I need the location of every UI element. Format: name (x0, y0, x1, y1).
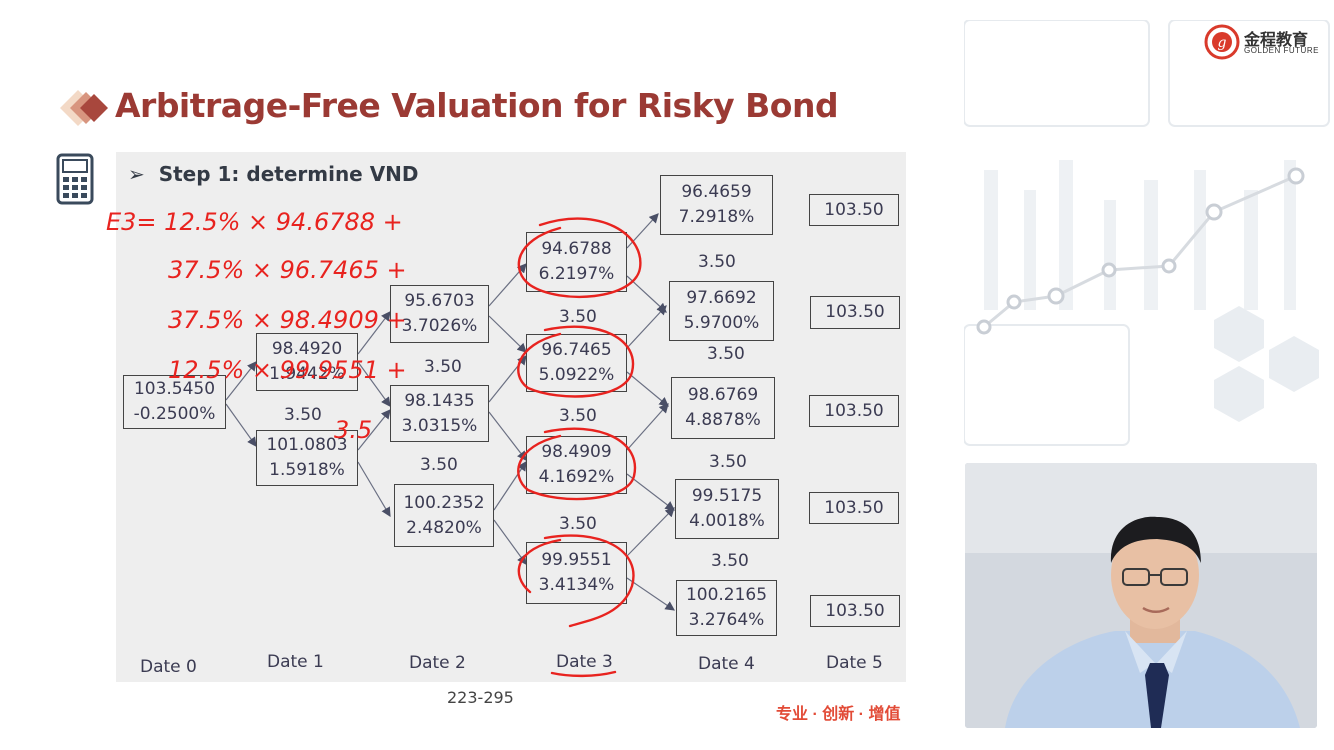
tree-node-d4-4: 100.2165 3.2764% (676, 580, 777, 636)
tree-node-d5-1: 103.50 (810, 296, 900, 329)
step-heading: ➢ Step 1: determine VND (128, 162, 419, 186)
node-value: 103.50 (824, 400, 884, 421)
tree-node-d5-4: 103.50 (810, 595, 900, 627)
calculator-icon (56, 153, 94, 205)
decorative-background (964, 20, 1330, 446)
tree-node-d3-0: 94.6788 6.2197% (526, 232, 627, 292)
coupon-label: 3.50 (424, 357, 462, 377)
node-value: 96.4659 (681, 182, 752, 202)
node-value: 95.6703 (404, 291, 475, 311)
tree-node-d5-2: 103.50 (809, 395, 899, 427)
tree-node-d2-0: 95.6703 3.7026% (390, 285, 489, 343)
coupon-label: 3.50 (698, 252, 736, 272)
coupon-label: 3.50 (559, 514, 597, 534)
tree-node-d3-2: 98.4909 4.1692% (526, 436, 627, 494)
slogan: 专业 · 创新 · 增值 (776, 706, 901, 723)
node-value: 103.50 (825, 600, 885, 621)
node-rate: 4.8878% (685, 410, 761, 430)
node-rate: 4.0018% (689, 511, 765, 531)
date-label-0: Date 0 (140, 657, 197, 677)
presenter-video (965, 463, 1317, 728)
logo-name: 金程教育 (1244, 32, 1309, 49)
node-value: 103.50 (825, 302, 885, 322)
tree-node-d5-3: 103.50 (809, 492, 899, 524)
handwriting-line-3: 37.5% × 98.4909 + (168, 306, 407, 334)
node-value: 99.9551 (541, 550, 612, 570)
coupon-label: 3.50 (709, 452, 747, 472)
coupon-label: 3.50 (711, 551, 749, 571)
svg-text:g: g (1218, 35, 1227, 51)
node-value: 98.4909 (541, 442, 612, 462)
node-value: 98.6769 (687, 385, 759, 405)
coupon-label: 3.50 (559, 307, 597, 327)
node-value: 99.5175 (691, 486, 763, 506)
tree-node-d4-3: 99.5175 4.0018% (675, 479, 779, 539)
node-rate: -0.2500% (133, 404, 216, 424)
golden-future-logo-icon: g (1204, 24, 1240, 60)
coupon-label: 3.50 (420, 455, 458, 475)
tree-node-d3-3: 99.9551 3.4134% (526, 542, 627, 604)
node-value: 103.50 (824, 199, 884, 220)
coupon-label: 3.50 (707, 344, 745, 364)
node-rate: 6.2197% (538, 264, 615, 284)
node-value: 100.2352 (403, 492, 485, 513)
logo-subtitle: GOLDEN FUTURE (1244, 46, 1319, 55)
tree-node-d3-1: 96.7465 5.0922% (526, 334, 627, 392)
node-rate: 1.5918% (269, 460, 345, 480)
tree-node-d4-1: 97.6692 5.9700% (669, 281, 774, 341)
coupon-label: 3.50 (284, 405, 322, 425)
node-rate: 5.0922% (538, 365, 615, 385)
node-value: 98.4920 (271, 339, 343, 359)
date-label-1: Date 1 (267, 652, 324, 672)
node-rate: 2.4820% (406, 517, 482, 538)
handwriting-line-1: E3= 12.5% × 94.6788 + (106, 208, 403, 236)
date-label-2: Date 2 (409, 653, 466, 673)
node-rate: 1.9442% (269, 364, 345, 384)
title-diamond-icon (60, 90, 108, 126)
node-value: 100.2165 (685, 585, 768, 605)
node-value: 98.1435 (404, 390, 475, 411)
tree-node-d4-2: 98.6769 4.8878% (671, 377, 775, 439)
coupon-label: 3.50 (559, 406, 597, 426)
tree-node-d5-0: 103.50 (809, 194, 899, 226)
date-label-3: Date 3 (556, 652, 613, 672)
node-value: 101.0803 (266, 435, 348, 455)
node-value: 97.6692 (686, 288, 757, 308)
page-number: 223-295 (447, 688, 514, 707)
node-rate: 4.1692% (538, 467, 615, 487)
handwriting-line-4: 12.5% × 99.9551 + (168, 356, 407, 384)
node-rate: 3.7026% (401, 316, 478, 336)
node-rate: 3.0315% (401, 415, 478, 436)
node-value: 103.5450 (133, 379, 216, 399)
node-rate: 7.2918% (678, 207, 755, 227)
tree-node-d2-2: 100.2352 2.4820% (394, 484, 494, 547)
tree-node-d1-0: 98.4920 1.9442% (256, 333, 358, 391)
presenter-illustration (965, 463, 1317, 728)
node-rate: 5.9700% (683, 313, 760, 333)
handwriting-line-2: 37.5% × 96.7465 + (168, 256, 407, 284)
date-label-4: Date 4 (698, 654, 755, 674)
node-value: 103.50 (824, 497, 884, 518)
slide-title: Arbitrage-Free Valuation for Risky Bond (115, 86, 839, 125)
handwriting-line-5: 3.5 (334, 416, 372, 444)
tree-node-d1-1: 101.0803 1.5918% (256, 430, 358, 486)
node-value: 94.6788 (541, 239, 612, 259)
tree-node-d2-1: 98.1435 3.0315% (390, 385, 489, 442)
tree-node-d0-0: 103.5450 -0.2500% (123, 375, 226, 429)
date-label-5: Date 5 (826, 653, 883, 673)
node-rate: 3.2764% (688, 610, 765, 630)
tree-node-d4-0: 96.4659 7.2918% (660, 175, 773, 235)
node-value: 96.7465 (541, 340, 612, 360)
node-rate: 3.4134% (538, 575, 615, 595)
